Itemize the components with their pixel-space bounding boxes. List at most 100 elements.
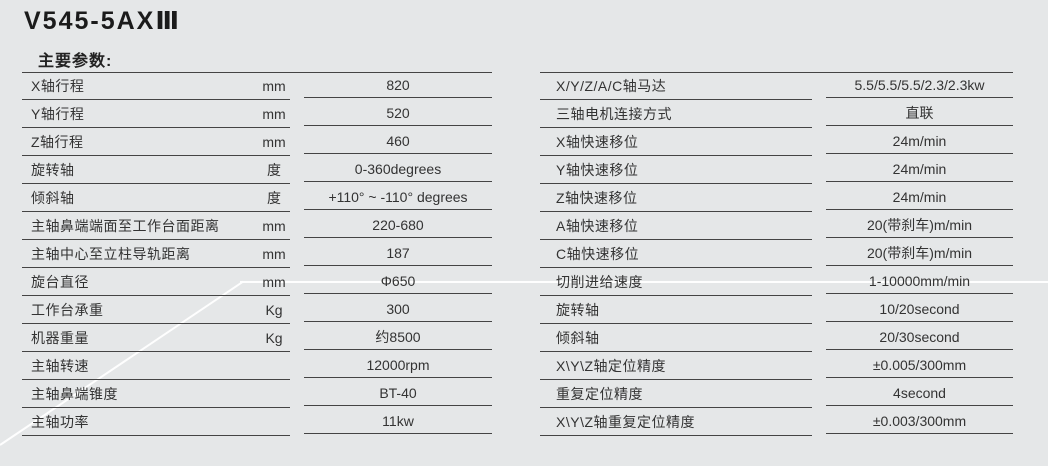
row-underline-right <box>826 237 1013 238</box>
section-heading: 主要参数: <box>38 53 113 70</box>
row-underline-left <box>540 323 812 324</box>
row-underline-right <box>826 153 1013 154</box>
spec-value: 820 <box>386 77 410 93</box>
row-underline-right <box>826 349 1013 350</box>
spec-value: +110° ~ -110° degrees <box>328 189 468 205</box>
row-underline-left <box>22 239 290 240</box>
spec-label: C轴快速移位 <box>556 246 640 262</box>
row-underline-right <box>304 97 492 98</box>
row-underline-left <box>22 127 290 128</box>
spec-label: 旋转轴 <box>556 302 600 318</box>
spec-row: Z轴行程 mm 460 <box>22 128 492 156</box>
spec-value: 24m/min <box>892 189 947 205</box>
row-underline-left <box>22 379 290 380</box>
spec-label: X\Y\Z轴定位精度 <box>556 358 667 374</box>
row-underline-right <box>304 377 492 378</box>
row-underline-right <box>826 377 1013 378</box>
spec-row: Y轴快速移位 24m/min <box>540 156 1013 184</box>
row-underline-left <box>540 99 812 100</box>
row-underline-right <box>826 125 1013 126</box>
spec-row: 主轴鼻端端面至工作台面距离 mm 220-680 <box>22 212 492 240</box>
row-underline-right <box>304 349 492 350</box>
row-underline-left <box>540 183 812 184</box>
spec-label: X\Y\Z轴重复定位精度 <box>556 414 696 430</box>
spec-row: C轴快速移位 20(带刹车)m/min <box>540 240 1013 268</box>
spec-label: 主轴功率 <box>31 414 89 430</box>
spec-unit: mm <box>262 106 286 122</box>
spec-value: ±0.005/300mm <box>872 357 967 373</box>
spec-row: X轴快速移位 24m/min <box>540 128 1013 156</box>
row-underline-left <box>22 295 290 296</box>
spec-unit: Kg <box>265 330 283 346</box>
spec-unit: 度 <box>267 190 281 206</box>
spec-value: 约8500 <box>375 329 421 345</box>
spec-value: ±0.003/300mm <box>872 413 967 429</box>
row-underline-right <box>826 97 1013 98</box>
spec-row: Z轴快速移位 24m/min <box>540 184 1013 212</box>
row-underline-right <box>826 181 1013 182</box>
spec-value: 220-680 <box>372 217 424 233</box>
spec-value: 5.5/5.5/5.5/2.3/2.3kw <box>854 77 985 93</box>
spec-value: Φ650 <box>380 273 416 289</box>
spec-value: BT-40 <box>379 385 417 401</box>
row-underline-left <box>540 295 812 296</box>
spec-label: 主轴鼻端端面至工作台面距离 <box>31 218 220 234</box>
row-underline-right <box>304 125 492 126</box>
page-title: V545-5AXⅢ <box>24 7 181 35</box>
spec-label: Y轴快速移位 <box>556 162 639 178</box>
row-underline-left <box>22 435 290 436</box>
row-underline-left <box>22 351 290 352</box>
row-underline-left <box>22 183 290 184</box>
spec-row: X/Y/Z/A/C轴马达 5.5/5.5/5.5/2.3/2.3kw <box>540 72 1013 100</box>
decor-horizontal-line <box>240 281 1048 283</box>
row-underline-left <box>540 267 812 268</box>
spec-row: X\Y\Z轴定位精度 ±0.005/300mm <box>540 352 1013 380</box>
row-underline-right <box>826 209 1013 210</box>
spec-row: X\Y\Z轴重复定位精度 ±0.003/300mm <box>540 408 1013 436</box>
spec-value: 460 <box>386 133 410 149</box>
spec-value: 300 <box>386 301 410 317</box>
spec-value: 20(带刹车)m/min <box>866 217 972 233</box>
spec-value: 20/30second <box>879 329 960 345</box>
row-underline-right <box>304 209 492 210</box>
spec-value: 24m/min <box>892 161 947 177</box>
spec-unit: mm <box>262 218 286 234</box>
row-underline-left <box>540 379 812 380</box>
spec-label: 三轴电机连接方式 <box>556 106 672 122</box>
spec-label: 重复定位精度 <box>556 386 643 402</box>
row-underline-right <box>826 321 1013 322</box>
spec-value: 24m/min <box>892 133 947 149</box>
spec-value: 520 <box>386 105 410 121</box>
row-underline-right <box>304 433 492 434</box>
row-underline-right <box>304 237 492 238</box>
spec-row: X轴行程 mm 820 <box>22 72 492 100</box>
row-underline-left <box>22 407 290 408</box>
spec-unit: mm <box>262 78 286 94</box>
row-underline-left <box>540 127 812 128</box>
row-underline-right <box>826 265 1013 266</box>
row-underline-right <box>304 321 492 322</box>
spec-row: 主轴鼻端锥度 BT-40 <box>22 380 492 408</box>
spec-value: 187 <box>386 245 410 261</box>
spec-row: 倾斜轴 20/30second <box>540 324 1013 352</box>
spec-value: 4second <box>893 385 946 401</box>
row-underline-left <box>22 155 290 156</box>
spec-unit: mm <box>262 274 286 290</box>
spec-row: 切削进给速度 1-10000mm/min <box>540 268 1013 296</box>
spec-unit: mm <box>262 134 286 150</box>
spec-value: 1-10000mm/min <box>868 273 971 289</box>
spec-row: 旋转轴 度 0-360degrees <box>22 156 492 184</box>
row-underline-left <box>540 211 812 212</box>
spec-row: 主轴转速 12000rpm <box>22 352 492 380</box>
spec-row: 旋转轴 10/20second <box>540 296 1013 324</box>
row-underline-right <box>304 181 492 182</box>
spec-row: 主轴中心至立柱导轨距离 mm 187 <box>22 240 492 268</box>
spec-value: 20(带刹车)m/min <box>866 245 972 261</box>
spec-value: 10/20second <box>879 301 960 317</box>
row-underline-left <box>540 155 812 156</box>
spec-row: Y轴行程 mm 520 <box>22 100 492 128</box>
row-underline-left <box>22 323 290 324</box>
row-underline-left <box>540 435 812 436</box>
row-underline-right <box>826 405 1013 406</box>
row-underline-left <box>22 211 290 212</box>
